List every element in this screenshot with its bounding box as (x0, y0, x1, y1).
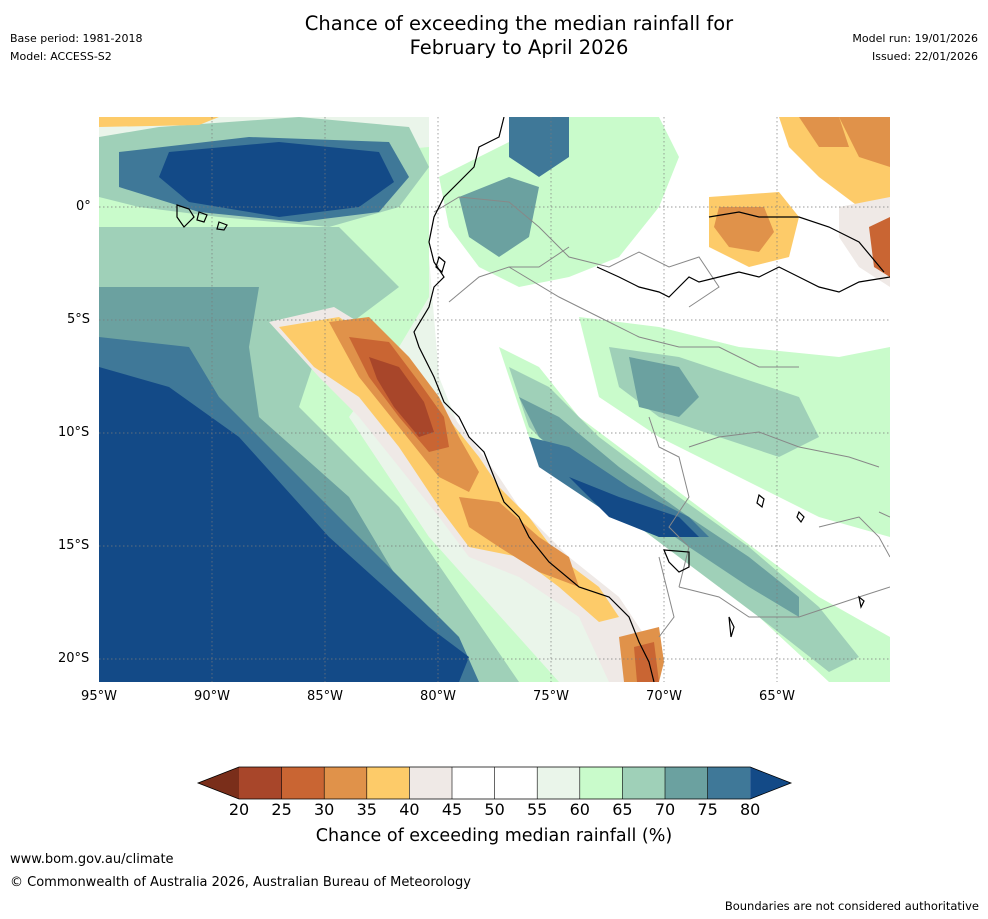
shade-ne-30b (839, 117, 890, 167)
issued-text: Issued: 22/01/2026 (871, 50, 978, 63)
colorbar-swatch-60-65 (579, 767, 623, 799)
lat-label-10s: 10°S (58, 425, 90, 440)
colorbar-swatch-30-35 (324, 767, 367, 799)
colorbar-tick-60: 60 (569, 800, 590, 819)
shade-ocean-80b (99, 367, 469, 682)
colorbar-tick-35: 35 (356, 800, 377, 819)
probability-shading (99, 117, 890, 682)
colorbar-extend-high (750, 767, 791, 799)
colorbar-tick-65: 65 (612, 800, 633, 819)
footer-url: www.bom.gov.au/climate (10, 852, 174, 867)
colorbar-swatch-55-60 (537, 767, 580, 799)
lon-label-70w: 70°W (646, 689, 682, 704)
map-title-line-1: Chance of exceeding the median rainfall … (304, 12, 734, 35)
colorbar-tick-75: 75 (697, 800, 718, 819)
shade-se-white (659, 587, 759, 682)
colorbar-tick-55: 55 (527, 800, 548, 819)
colorbar-tick-70: 70 (654, 800, 676, 819)
lon-label-90w: 90°W (194, 689, 230, 704)
lon-label-80w: 80°W (420, 689, 456, 704)
colorbar-swatch-50-55 (494, 767, 538, 799)
colorbar-swatch-65-70 (622, 767, 665, 799)
footer-boundary-note: Boundaries are not considered authoritat… (724, 899, 979, 913)
colorbar-tick-45: 45 (441, 800, 463, 819)
meta-left: Base period: 1981-2018 Model: ACCESS-S2 (10, 32, 142, 68)
shade-ne-25 (869, 217, 890, 277)
shade-south-25 (634, 642, 659, 682)
shade-ne-30c (714, 207, 774, 252)
footer-copyright: © Commonwealth of Australia 2026, Austra… (10, 875, 471, 890)
shade-coast-30b (459, 497, 579, 587)
colorbar-swatch-45-50 (452, 767, 495, 799)
base-period-text: Base period: 1981-2018 (10, 32, 143, 45)
colorbar-extend-low (198, 767, 239, 799)
shade-nw-35 (99, 117, 219, 127)
shade-north-80 (159, 142, 394, 217)
colorbar-swatch-40-45 (409, 767, 452, 799)
shade-coast-20 (369, 357, 434, 437)
colorbar-tick-80: 80 (740, 800, 761, 819)
lon-label-85w: 85°W (307, 689, 343, 704)
colorbar-tick-50: 50 (484, 800, 505, 819)
lat-label-15s: 15°S (58, 538, 90, 553)
shade-inland-80 (569, 477, 699, 537)
colorbar-tick-25: 25 (271, 800, 292, 819)
lon-label-75w: 75°W (533, 689, 569, 704)
model-text: Model: ACCESS-S2 (10, 50, 112, 63)
colorbar-tick-30: 30 (314, 800, 335, 819)
colorbar-swatch-75-80 (707, 767, 751, 799)
rainfall-probability-map (99, 117, 890, 682)
colorbar-tick-20: 20 (228, 800, 250, 819)
colorbar-title: Chance of exceeding median rainfall (%) (315, 826, 673, 846)
model-run-text: Model run: 19/01/2026 (852, 32, 978, 45)
shade-ne-30a (799, 117, 849, 147)
map-canvas (99, 117, 890, 682)
country-boundaries (433, 196, 890, 638)
shade-east-70 (629, 357, 699, 417)
colorbar-swatch-35-40 (366, 767, 410, 799)
coastlines (176, 117, 890, 682)
colorbar (196, 766, 793, 800)
lat-label-20s: 20°S (58, 651, 90, 666)
lon-label-65w: 65°W (759, 689, 795, 704)
shade-north-inland-75 (509, 117, 569, 177)
colorbar-swatch-70-75 (665, 767, 708, 799)
lon-label-95w: 95°W (81, 689, 117, 704)
lat-label-5s: 5°S (67, 312, 91, 327)
meta-right: Model run: 19/01/2026 Issued: 22/01/2026 (852, 32, 978, 68)
lat-label-0: 0° (76, 199, 91, 214)
colorbar-swatch-20-25 (239, 767, 282, 799)
shade-north-inland-70 (459, 177, 539, 257)
map-title: Chance of exceeding the median rainfall … (200, 12, 838, 60)
colorbar-tick-40: 40 (399, 800, 420, 819)
colorbar-swatch-25-30 (281, 767, 325, 799)
map-title-line-2: February to April 2026 (409, 36, 629, 59)
